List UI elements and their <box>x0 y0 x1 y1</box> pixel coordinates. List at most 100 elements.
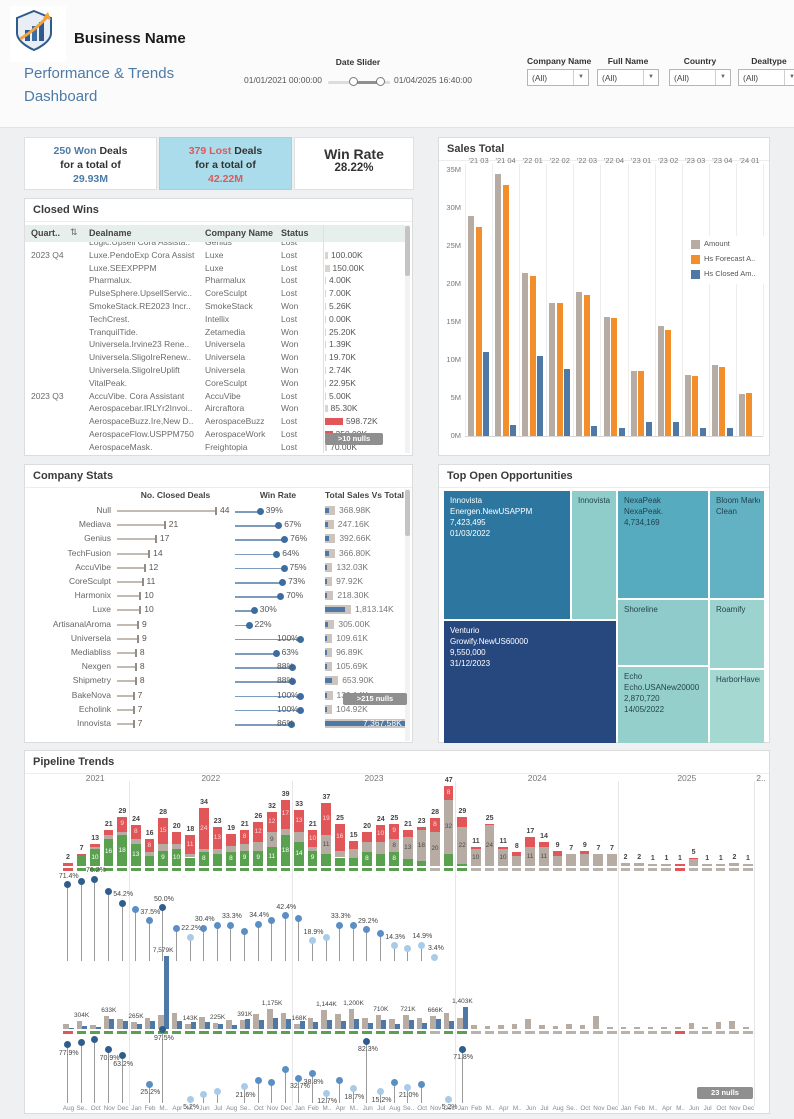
pipeline-stacked-segment[interactable] <box>362 842 372 853</box>
pipeline-stacked-segment[interactable] <box>226 833 236 846</box>
pipeline-stacked-segment[interactable] <box>212 849 223 855</box>
win-rate-dot[interactable] <box>309 937 317 945</box>
win-rate-dot[interactable] <box>281 536 289 544</box>
close-rate-dot[interactable] <box>118 1052 126 1060</box>
closed-deals-bar[interactable] <box>117 609 140 612</box>
table-row[interactable]: SmokeStack.RE2023 Incr.. SmokeStack Won 5.2… <box>25 300 405 313</box>
pipeline-stacked-segment[interactable] <box>375 854 386 866</box>
amount-bar[interactable] <box>743 1027 749 1029</box>
pipeline-stacked-segment[interactable] <box>661 864 671 866</box>
sales-bar-hs-closed-am-[interactable] <box>726 427 733 436</box>
amount-bar[interactable] <box>443 1012 450 1029</box>
amount-bar[interactable] <box>171 1012 178 1029</box>
amount-bar[interactable] <box>131 1022 137 1029</box>
pipeline-stacked-segment[interactable]: 8 <box>144 838 155 853</box>
table-row[interactable]: VitalPeak. CoreSculpt Won 22.95K <box>25 377 405 390</box>
amount-bar[interactable] <box>307 1017 314 1029</box>
pipeline-stacked-segment[interactable]: 16 <box>335 823 345 851</box>
sales-value-bar[interactable] <box>325 678 333 684</box>
pipeline-stacked-segment[interactable] <box>348 857 359 866</box>
pipeline-stacked-segment[interactable] <box>566 854 576 866</box>
amount-bar[interactable] <box>267 1009 273 1029</box>
pipeline-stacked-segment[interactable] <box>471 847 481 849</box>
pipeline-stacked-segment[interactable]: 17 <box>280 799 291 829</box>
pipeline-stacked-segment[interactable]: 18 <box>117 835 127 866</box>
closed-amount-bar[interactable] <box>354 1019 360 1029</box>
win-rate-dot[interactable] <box>336 921 344 929</box>
amount-bar[interactable] <box>620 1027 627 1029</box>
win-rate-dot[interactable] <box>297 635 304 643</box>
closed-wins-scrollbar[interactable] <box>405 225 410 453</box>
pipeline-stacked-segment[interactable]: 10 <box>498 849 508 866</box>
table-row[interactable]: AerospaceMask. Freightopia Lost 70.00K <box>25 441 405 454</box>
amount-bar[interactable] <box>158 1015 164 1029</box>
pipeline-stacked-segment[interactable] <box>457 816 467 827</box>
close-rate-dot[interactable] <box>268 1078 276 1086</box>
amount-bar[interactable] <box>607 1026 613 1029</box>
win-rate-dot[interactable] <box>404 944 412 952</box>
table-row[interactable]: Universela.Irvine23 Rene.. Universela Won 1… <box>25 338 405 351</box>
pipeline-stacked-segment[interactable]: 10 <box>375 825 386 843</box>
close-rate-dot[interactable] <box>445 1095 453 1103</box>
closed-amount-bar[interactable] <box>122 1021 128 1029</box>
sales-bar-hs-forecast-a-[interactable] <box>692 375 699 436</box>
sales-bar-hs-forecast-a-[interactable] <box>638 371 645 436</box>
amount-bar[interactable] <box>144 1018 151 1029</box>
win-rate-dot[interactable] <box>64 881 72 889</box>
list-item[interactable]: CoreSculpt 11 73% 97.92K <box>25 574 405 588</box>
table-row[interactable]: 2023 Q3 AccuVibe. Cora Assistant AccuVibe L… <box>25 390 405 403</box>
col-quarter[interactable]: Quart.. <box>31 228 61 238</box>
closed-amount-bar[interactable] <box>218 1024 224 1029</box>
legend-item[interactable]: Hs Closed Am.. <box>689 268 765 282</box>
closed-deals-bar[interactable] <box>117 680 135 683</box>
win-rate-dot[interactable] <box>417 941 425 949</box>
amount-bar[interactable] <box>715 1021 722 1029</box>
legend-item[interactable]: Amount <box>689 238 765 252</box>
list-item[interactable]: Harmonix 10 70% 218.30K <box>25 588 405 602</box>
pipeline-stacked-segment[interactable]: 8 <box>226 852 236 866</box>
closed-amount-bar[interactable] <box>82 1025 88 1029</box>
closed-amount-bar[interactable] <box>231 1024 237 1029</box>
value-bar[interactable] <box>325 418 343 426</box>
pipeline-stacked-segment[interactable] <box>335 857 345 866</box>
win-rate-dot[interactable] <box>159 904 167 911</box>
list-item[interactable]: Mediava 21 67% 247.16K <box>25 517 405 531</box>
pipeline-stacked-segment[interactable] <box>307 847 318 851</box>
amount-bar[interactable] <box>280 1012 287 1029</box>
pipeline-stacked-segment[interactable] <box>103 830 114 836</box>
closed-amount-bar[interactable] <box>245 1019 251 1029</box>
list-item[interactable]: AccuVibe 12 75% 132.03K <box>25 560 405 574</box>
amount-bar[interactable] <box>389 1019 395 1029</box>
closed-amount-bar[interactable] <box>163 956 169 1029</box>
win-rate-dot[interactable] <box>431 953 439 961</box>
pipeline-stacked-segment[interactable]: 10 <box>171 849 182 866</box>
win-rate-dot[interactable] <box>281 912 289 920</box>
win-rate-dot[interactable] <box>289 664 297 672</box>
pipeline-stacked-segment[interactable] <box>443 854 454 866</box>
close-rate-dot[interactable] <box>336 1077 344 1084</box>
amount-bar[interactable] <box>375 1015 382 1029</box>
close-rate-dot[interactable] <box>64 1041 72 1049</box>
pipeline-stacked-segment[interactable]: 12 <box>267 811 277 832</box>
pipeline-stacked-segment[interactable] <box>702 864 712 866</box>
value-bar[interactable] <box>325 367 326 374</box>
chevron-down-icon[interactable]: ▼ <box>573 70 588 85</box>
pipeline-stacked-segment[interactable]: 8 <box>199 852 209 866</box>
pipeline-stacked-segment[interactable] <box>715 864 726 866</box>
col-company-name[interactable]: Company Name <box>205 228 274 238</box>
pipeline-stacked-segment[interactable] <box>579 850 590 855</box>
pipeline-stacked-segment[interactable]: 9 <box>239 850 250 866</box>
pipeline-stacked-segment[interactable] <box>593 854 603 866</box>
win-rate-dot[interactable] <box>363 926 371 934</box>
sales-bar-amount[interactable] <box>522 272 529 436</box>
pipeline-stacked-segment[interactable] <box>117 832 127 836</box>
amount-bar[interactable] <box>661 1026 667 1029</box>
win-rate-dot[interactable] <box>377 929 385 937</box>
value-bar[interactable] <box>325 290 326 298</box>
close-rate-dot[interactable] <box>213 1088 221 1096</box>
col-no-closed-deals[interactable]: No. Closed Deals <box>140 490 211 500</box>
close-rate-dot[interactable] <box>159 1026 167 1034</box>
filter-full-name-select[interactable]: (All) ▼ <box>597 69 659 86</box>
amount-bar[interactable] <box>362 1017 368 1029</box>
win-rate-dot[interactable] <box>91 875 99 883</box>
